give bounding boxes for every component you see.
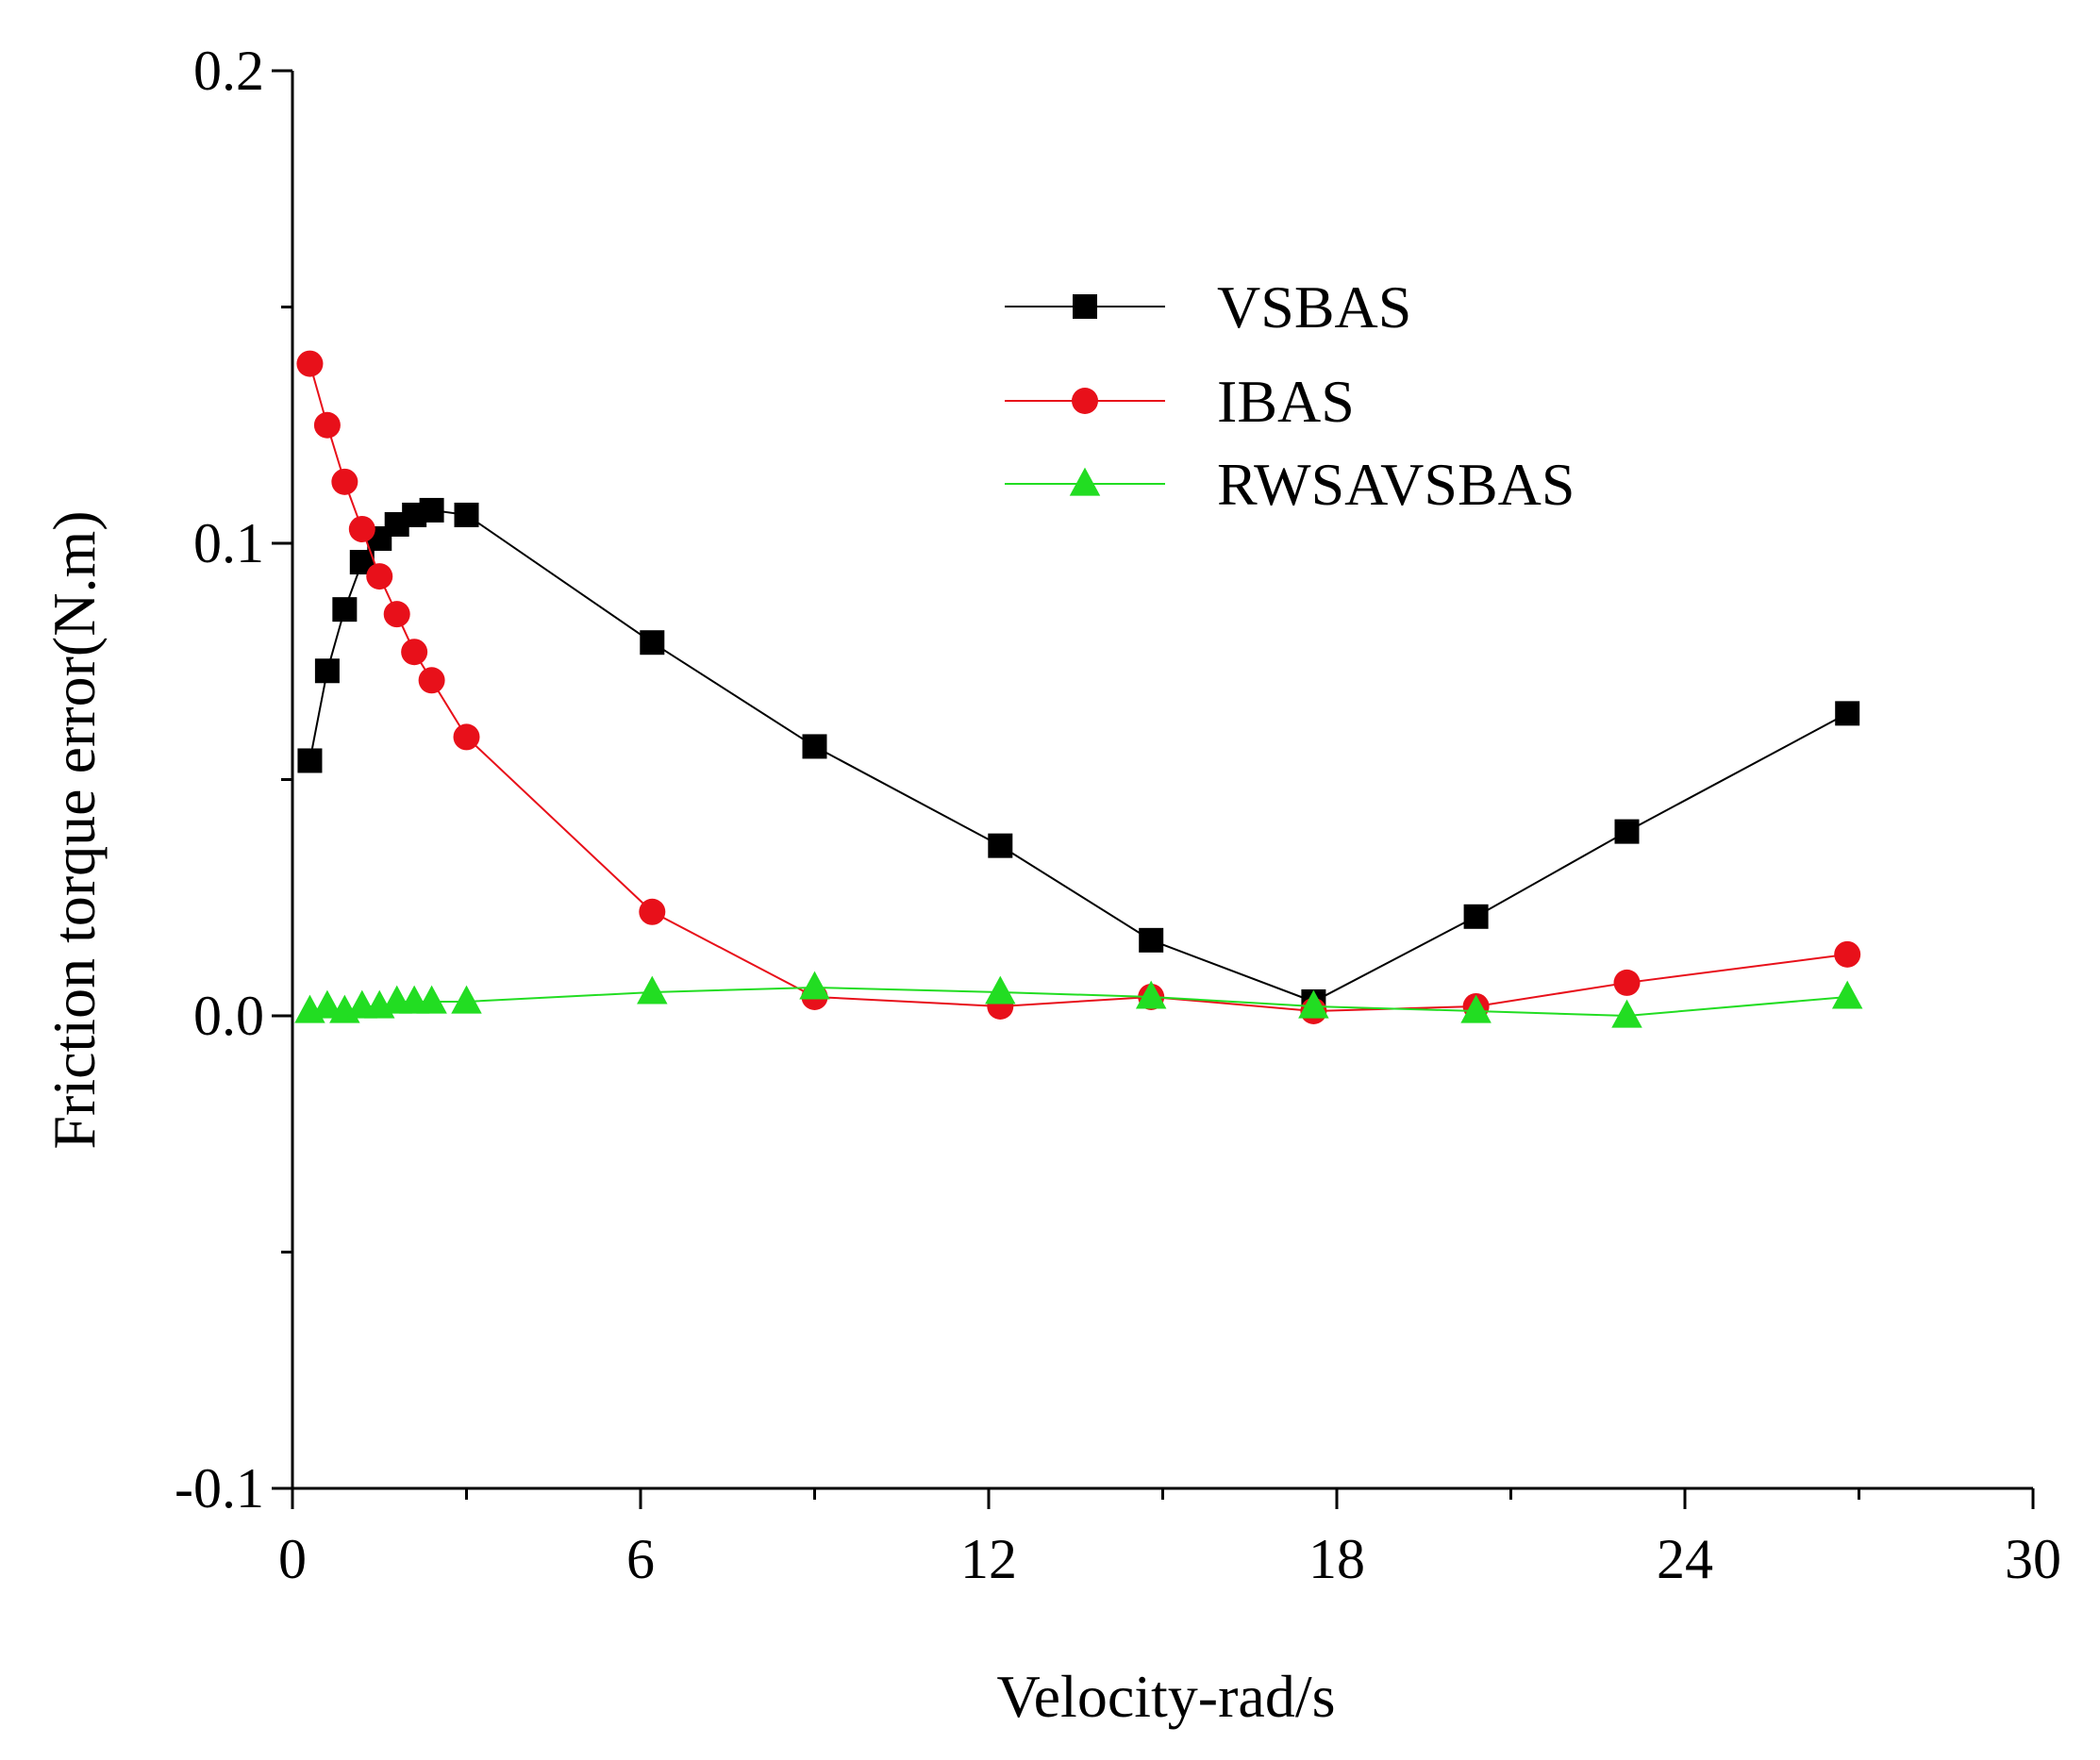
x-tick-label: 30 [2005, 1528, 2061, 1590]
data-point-rwsavsbas [1611, 999, 1642, 1028]
legend-item-vsbas: VSBAS [1005, 274, 1411, 340]
x-tick-label: 18 [1308, 1528, 1365, 1590]
x-tick-label: 6 [626, 1528, 655, 1590]
data-point-ibas [639, 898, 666, 925]
data-point-ibas [453, 723, 480, 751]
data-point-vsbas [1463, 904, 1489, 929]
y-tick-label: 0.1 [193, 512, 264, 574]
x-tick-label: 24 [1657, 1528, 1713, 1590]
data-point-rwsavsbas [451, 985, 482, 1014]
series-ibas [296, 350, 1861, 1024]
data-point-ibas [296, 350, 324, 377]
legend-item-ibas: IBAS [1005, 368, 1355, 435]
data-point-rwsavsbas [1831, 980, 1863, 1009]
data-point-rwsavsbas [1460, 994, 1492, 1023]
series-layer [294, 350, 1863, 1028]
data-point-vsbas [1614, 819, 1640, 844]
data-point-rwsavsbas [985, 975, 1016, 1005]
data-point-ibas [348, 515, 375, 542]
data-point-vsbas [640, 630, 665, 656]
data-point-ibas [383, 601, 410, 628]
y-tick-label: 0.2 [193, 40, 264, 102]
data-point-rwsavsbas [311, 989, 343, 1019]
series-rwsavsbas [294, 971, 1863, 1028]
legend-label: VSBAS [1217, 274, 1411, 340]
data-point-vsbas [802, 734, 827, 759]
data-point-vsbas [1835, 701, 1860, 726]
x-tick-label: 12 [960, 1528, 1017, 1590]
axes [291, 71, 2033, 1490]
data-point-rwsavsbas [416, 985, 447, 1014]
data-point-ibas [331, 468, 358, 495]
series-line-vsbas [308, 508, 1848, 1004]
y-tick-label: 0.0 [193, 985, 264, 1047]
y-tick-label: -0.1 [175, 1457, 264, 1519]
legend-marker [1073, 294, 1097, 319]
data-point-ibas [401, 639, 428, 666]
data-point-vsbas [297, 748, 323, 773]
x-ticks: 0 6 12 18 24 30 [278, 1488, 2061, 1590]
data-point-vsbas [454, 502, 479, 527]
series-line-ibas [308, 363, 1848, 1012]
data-point-rwsavsbas [1298, 989, 1329, 1019]
data-point-vsbas [419, 497, 444, 523]
data-point-vsbas [1139, 927, 1164, 953]
legend-label: RWSAVSBAS [1217, 451, 1575, 518]
legend-marker [1072, 388, 1098, 414]
data-point-ibas [1834, 940, 1861, 968]
x-tick-label: 0 [278, 1528, 307, 1590]
data-point-vsbas [988, 833, 1013, 858]
x-axis-title: Velocity-rad/s [997, 1663, 1336, 1730]
data-point-rwsavsbas [1135, 980, 1167, 1009]
data-point-ibas [366, 563, 393, 590]
data-point-ibas [313, 411, 341, 439]
data-point-rwsavsbas [799, 971, 830, 1000]
data-point-vsbas [314, 658, 340, 684]
y-axis-title: Friction torque error(N.m) [41, 510, 108, 1149]
legend-label: IBAS [1217, 368, 1355, 435]
legend-marker [1069, 467, 1101, 496]
data-point-vsbas [332, 597, 358, 623]
legend-item-rwsavsbas: RWSAVSBAS [1005, 451, 1575, 518]
legend: VSBAS IBAS RWSAVSBAS [1005, 274, 1575, 518]
data-point-ibas [418, 667, 445, 694]
data-point-ibas [1613, 969, 1641, 996]
data-point-rwsavsbas [637, 975, 668, 1005]
series-vsbas [297, 497, 1860, 1014]
y-ticks: -0.1 0.0 0.1 0.2 [175, 40, 292, 1519]
